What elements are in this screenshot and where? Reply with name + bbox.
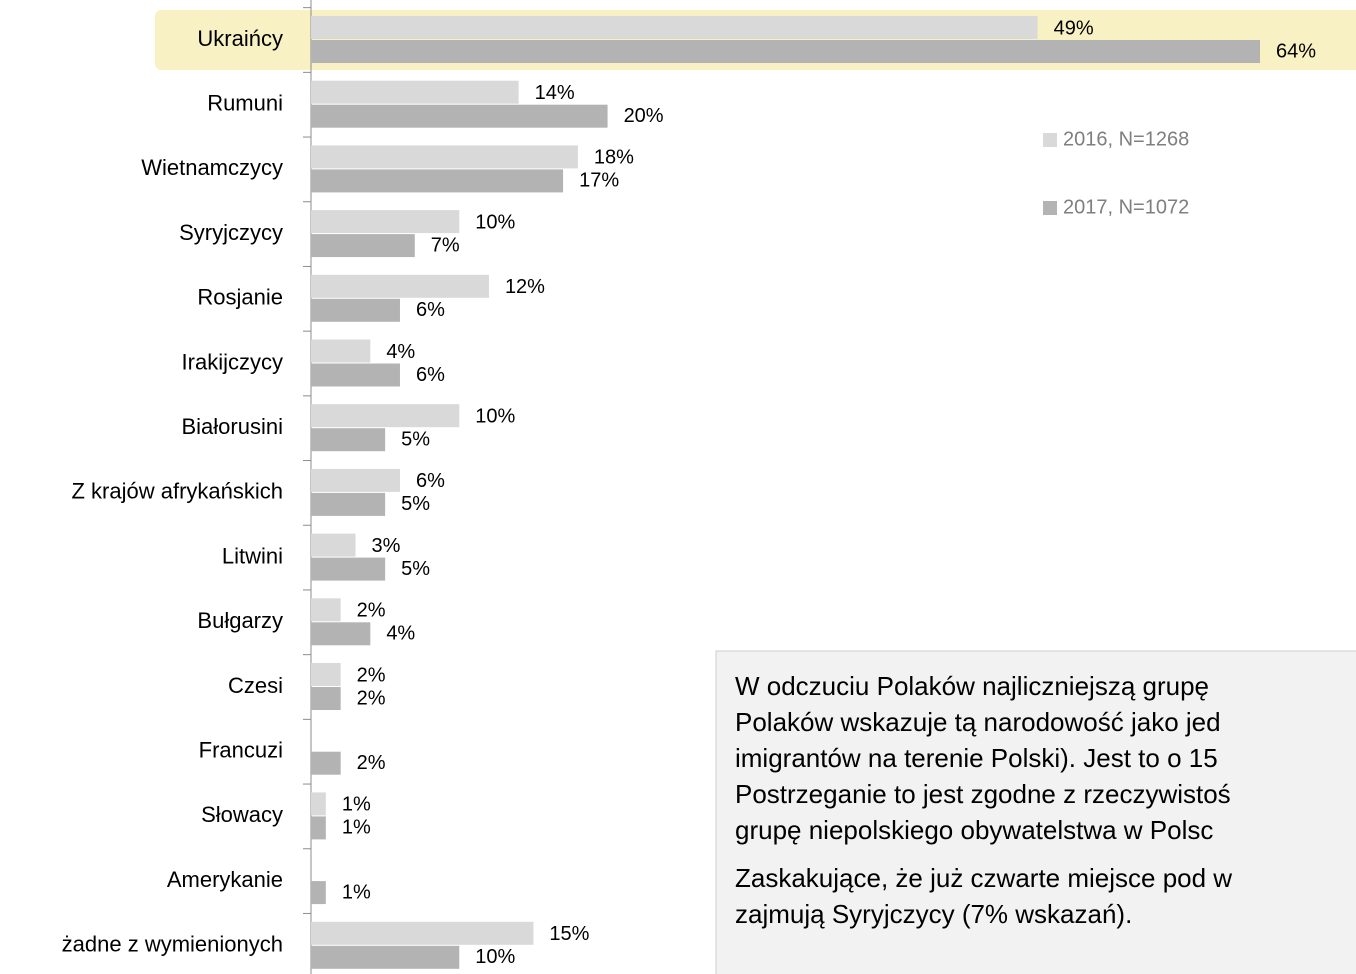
data-label: 15% (549, 923, 589, 945)
bar (311, 104, 608, 128)
bar (311, 145, 578, 169)
bar (311, 687, 341, 710)
data-label: 2% (357, 687, 386, 709)
bar (311, 533, 356, 557)
category-label: Irakijczycy (182, 349, 283, 374)
bar (311, 921, 534, 945)
category-label: Ukraińcy (197, 26, 283, 51)
data-label: 64% (1276, 40, 1316, 62)
data-label: 4% (386, 341, 415, 363)
category-label: Białorusini (182, 414, 284, 439)
data-label: 14% (535, 82, 575, 104)
legend-swatch (1043, 201, 1057, 215)
data-label: 2% (357, 664, 386, 686)
data-label: 2% (357, 752, 386, 774)
data-label: 1% (342, 817, 371, 839)
bar (311, 298, 400, 322)
bar (311, 363, 400, 387)
bar (311, 881, 326, 905)
bar (311, 274, 489, 298)
category-label: Wietnamczycy (141, 155, 283, 180)
text-box-line: Postrzeganie to jest zgodne z rzeczywist… (735, 779, 1231, 809)
category-label: Słowacy (201, 802, 283, 827)
data-label: 18% (594, 147, 634, 169)
category-label: Rumuni (207, 91, 283, 116)
category-label: Rosjanie (197, 285, 283, 310)
bar (311, 339, 371, 363)
data-label: 4% (386, 623, 415, 645)
bar (311, 945, 460, 969)
bar (311, 598, 341, 622)
legend-label: 2016, N=1268 (1063, 128, 1189, 150)
bar (311, 16, 1038, 39)
category-label: Amerykanie (167, 867, 283, 892)
text-box-line: zajmują Syryjczycy (7% wskazań). (735, 899, 1132, 929)
data-label: 3% (371, 535, 400, 557)
text-box (715, 650, 1356, 974)
data-label: 5% (401, 428, 430, 450)
bar (311, 428, 386, 452)
text-box-line: imigrantów na terenie Polski). Jest to o… (735, 743, 1218, 773)
data-label: 5% (401, 558, 430, 580)
data-label: 6% (416, 470, 445, 492)
data-label: 1% (342, 881, 371, 903)
data-label: 5% (401, 493, 430, 515)
bar (311, 468, 400, 492)
text-box-line: Polaków wskazuje tą narodowość jako jed (735, 707, 1221, 737)
bar (311, 792, 326, 816)
data-label: 10% (475, 211, 515, 233)
bar (311, 40, 1260, 63)
text-box-line: W odczuciu Polaków najliczniejszą grupę (735, 671, 1209, 701)
text-box-line: grupę niepolskiego obywatelstwa w Polsc (735, 815, 1213, 845)
category-label: Czesi (228, 673, 283, 698)
category-label: żadne z wymienionych (62, 932, 283, 957)
data-label: 20% (624, 105, 664, 127)
data-label: 1% (342, 794, 371, 816)
data-label: 10% (475, 405, 515, 427)
bar (311, 816, 326, 840)
category-label: Syryjczycy (179, 220, 283, 245)
category-label: Litwini (222, 543, 283, 568)
bar (311, 234, 415, 258)
data-label: 10% (475, 946, 515, 968)
bar (311, 663, 341, 686)
data-label: 17% (579, 170, 619, 192)
bar (311, 404, 460, 428)
bar (311, 557, 386, 581)
bar (311, 622, 371, 646)
data-label: 2% (357, 600, 386, 622)
data-label: 12% (505, 276, 545, 298)
category-label: Z krajów afrykańskich (71, 479, 283, 504)
category-label: Bułgarzy (197, 608, 283, 633)
category-label: Francuzi (199, 738, 283, 763)
bar (311, 492, 386, 516)
legend-label: 2017, N=1072 (1063, 196, 1189, 218)
bar (311, 751, 341, 775)
data-label: 7% (431, 234, 460, 256)
legend-swatch (1043, 133, 1057, 147)
bar (311, 80, 519, 104)
bar (311, 169, 564, 193)
data-label: 6% (416, 364, 445, 386)
bar (311, 210, 460, 234)
data-label: 49% (1054, 17, 1094, 39)
text-box-line: Zaskakujące, że już czwarte miejsce pod … (735, 863, 1232, 893)
data-label: 6% (416, 299, 445, 321)
